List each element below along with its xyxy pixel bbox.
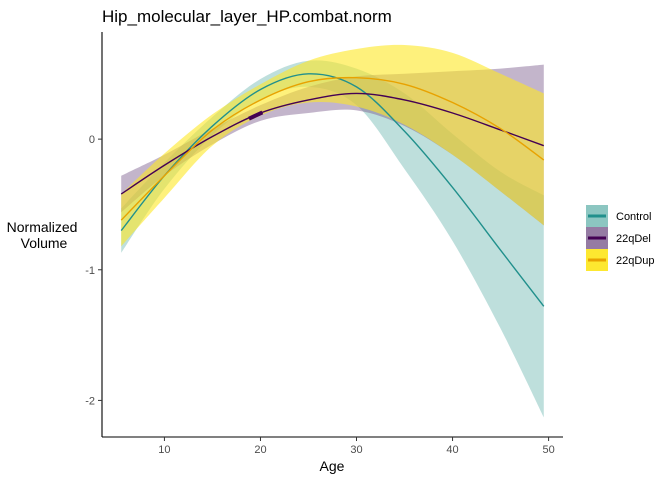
x-tick-label: 10 [158,444,170,456]
x-tick-label: 50 [542,444,554,456]
x-tick-label: 20 [254,444,266,456]
x-tick-label: 40 [446,444,458,456]
band-22qdup [121,44,544,247]
y-axis-title-line-1: Normalized [7,219,78,235]
y-axis-title-line-2: Volume [21,235,68,251]
confidence-bands [121,44,544,418]
legend-label: Control [616,211,651,223]
x-axis-title: Age [320,458,345,474]
x-tick-label: 30 [350,444,362,456]
y-tick-label: 0 [89,134,95,146]
legend-label: 22qDup [616,255,655,267]
legend-item-control: Control [586,205,651,227]
y-tick-label: -1 [85,265,95,277]
y-axis-title: Normalized Volume [7,219,82,251]
line-22qdel [120,92,545,195]
chart-title: Hip_molecular_layer_HP.combat.norm [102,7,392,26]
legend: Control 22qDel 22qDup [586,205,655,271]
y-tick-label: -2 [85,395,95,407]
legend-item-22qdup: 22qDup [586,249,655,271]
series-lines [120,73,545,307]
legend-label: 22qDel [616,233,651,245]
band-control [121,60,544,418]
axes: 10 20 30 40 50 -2 -1 0 [85,32,563,456]
line-22qdup [120,76,545,221]
data-range-22qdel [248,110,264,121]
legend-item-22qdel: 22qDel [586,227,651,249]
